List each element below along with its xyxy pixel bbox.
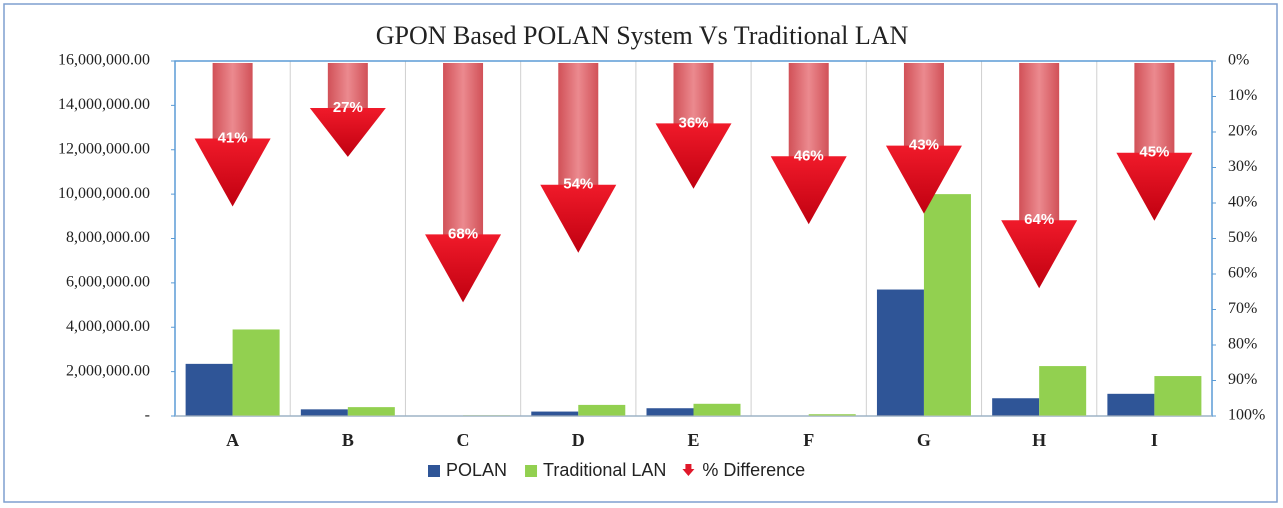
arrow-head	[1001, 220, 1078, 289]
arrow-head	[194, 138, 271, 207]
y-tick-label: 10,000,000.00	[58, 185, 150, 202]
x-tick-label: G	[917, 430, 931, 450]
y-tick-label: 12,000,000.00	[58, 140, 150, 157]
bar	[185, 363, 233, 416]
data-label: 54%	[563, 176, 593, 193]
arrow	[655, 63, 732, 189]
arrow-head	[540, 184, 617, 253]
bar	[693, 403, 741, 416]
y-tick-label: 8,000,000.00	[66, 229, 150, 246]
y2-tick-label: 20%	[1228, 123, 1257, 140]
bar	[1154, 376, 1202, 416]
data-label: 27%	[333, 99, 363, 116]
legend-label: % Difference	[702, 460, 805, 480]
arrow-shaft	[903, 63, 944, 147]
arrow-shaft	[788, 63, 829, 158]
arrow-shaft	[212, 63, 253, 140]
arrow	[770, 63, 847, 225]
arrow-shaft	[673, 63, 714, 125]
bar	[531, 411, 579, 416]
y-tick-label: 14,000,000.00	[58, 96, 150, 113]
arrow-shaft	[327, 63, 368, 110]
bar	[876, 289, 924, 416]
bar	[923, 194, 971, 416]
x-tick-label: A	[226, 430, 239, 450]
data-label: 46%	[794, 147, 824, 164]
x-tick-label: D	[572, 430, 585, 450]
bar	[578, 404, 626, 416]
legend-swatch	[682, 464, 695, 476]
chart-border	[3, 3, 1278, 503]
x-tick-label: I	[1151, 430, 1158, 450]
y2-tick-label: 70%	[1228, 300, 1257, 317]
y2-tick-label: 40%	[1228, 194, 1257, 211]
y2-tick-label: 100%	[1228, 407, 1265, 424]
arrow-head	[1116, 152, 1193, 221]
data-label: 36%	[678, 114, 708, 131]
y2-tick-label: 10%	[1228, 87, 1257, 104]
data-label: 64%	[1024, 211, 1054, 228]
legend-swatch	[525, 465, 538, 477]
data-label: 45%	[1139, 144, 1169, 161]
chart-title: GPON Based POLAN System Vs Traditional L…	[376, 21, 909, 50]
y2-tick-label: 60%	[1228, 265, 1257, 282]
y2-tick-label: 80%	[1228, 336, 1257, 353]
legend-swatch	[428, 465, 440, 477]
x-tick-label: B	[342, 430, 354, 450]
bar	[1039, 366, 1087, 416]
bar	[992, 398, 1040, 416]
y-tick-label: 16,000,000.00	[58, 52, 150, 69]
y-tick-label: -	[145, 407, 150, 424]
x-tick-label: E	[687, 430, 699, 450]
bar	[646, 408, 694, 416]
arrow-head	[885, 145, 962, 214]
data-label: 41%	[218, 130, 248, 147]
arrow	[309, 63, 386, 157]
arrow	[194, 63, 271, 207]
arrow	[1116, 63, 1193, 221]
arrow-shaft	[1019, 63, 1060, 222]
arrow-shaft	[1134, 63, 1175, 154]
bar	[808, 414, 856, 416]
bar	[1107, 393, 1155, 416]
y2-tick-label: 50%	[1228, 229, 1257, 246]
bar	[232, 329, 280, 416]
arrow	[1001, 63, 1078, 289]
data-label: 68%	[448, 225, 478, 242]
arrow-head	[655, 123, 732, 189]
arrow-head	[309, 108, 386, 157]
arrow-shaft	[558, 63, 599, 186]
arrow-head	[425, 234, 502, 303]
y-tick-label: 6,000,000.00	[66, 274, 150, 291]
x-tick-label: H	[1032, 430, 1046, 450]
arrow	[540, 63, 617, 253]
bar	[300, 409, 348, 416]
x-tick-label: C	[457, 430, 470, 450]
legend-label: POLAN	[446, 460, 507, 480]
y-tick-label: 2,000,000.00	[66, 362, 150, 379]
arrow-head	[770, 156, 847, 225]
y2-tick-label: 0%	[1228, 52, 1249, 69]
arrow	[425, 63, 502, 303]
data-label: 43%	[909, 137, 939, 154]
x-tick-label: F	[803, 430, 814, 450]
y-tick-label: 4,000,000.00	[66, 318, 150, 335]
bar	[347, 407, 395, 416]
arrow	[885, 63, 962, 214]
y2-tick-label: 30%	[1228, 158, 1257, 175]
arrow-shaft	[443, 63, 484, 236]
y2-tick-label: 90%	[1228, 371, 1257, 388]
legend-label: Traditional LAN	[543, 460, 666, 480]
